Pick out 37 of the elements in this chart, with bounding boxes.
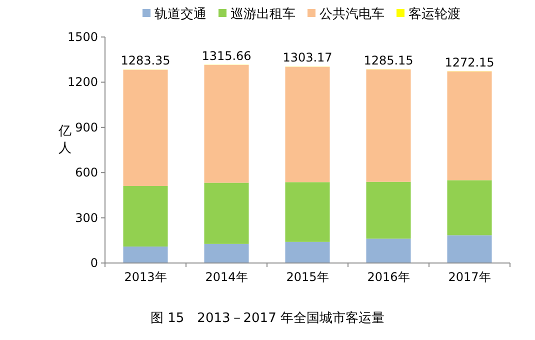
x-tick-label: 2015年 <box>286 270 329 284</box>
y-tick-label: 300 <box>75 210 98 225</box>
bar <box>366 182 411 239</box>
bar <box>447 235 492 263</box>
y-tick-label: 900 <box>75 120 98 134</box>
x-tick-label: 2014年 <box>205 270 248 284</box>
bar <box>447 180 492 236</box>
bar <box>204 64 249 183</box>
bar <box>123 186 168 247</box>
x-tick-label: 2016年 <box>367 270 410 284</box>
legend-label: 客运轮渡 <box>408 6 460 22</box>
y-tick-label: 1500 <box>67 30 98 44</box>
bar <box>285 182 330 242</box>
bar <box>366 238 411 263</box>
bar <box>285 242 330 263</box>
total-label: 1303.17 <box>282 50 332 65</box>
bar <box>204 182 249 244</box>
y-axis-title: 亿人 <box>58 124 72 156</box>
bar <box>123 246 168 263</box>
total-label: 1272.15 <box>444 55 494 70</box>
bar <box>285 66 330 182</box>
y-tick-label: 600 <box>75 166 98 180</box>
legend-label: 轨道交通 <box>154 6 206 22</box>
total-label: 1283.35 <box>120 54 170 68</box>
bar <box>204 244 249 263</box>
legend-label: 公共汽电车 <box>320 7 384 22</box>
bar <box>123 70 168 186</box>
bar <box>366 70 411 182</box>
bar <box>447 71 492 180</box>
x-tick-label: 2013年 <box>124 270 167 284</box>
y-tick-label: 1200 <box>67 75 98 90</box>
x-tick-label: 2017年 <box>448 270 491 284</box>
total-label: 1315.66 <box>202 48 252 63</box>
legend-label: 巡游出租车 <box>230 7 296 22</box>
y-tick-label: 0 <box>90 256 98 270</box>
total-label: 1285.15 <box>364 53 414 68</box>
caption: 图 15 2013－2017 年全国城市客运量 <box>150 310 384 326</box>
